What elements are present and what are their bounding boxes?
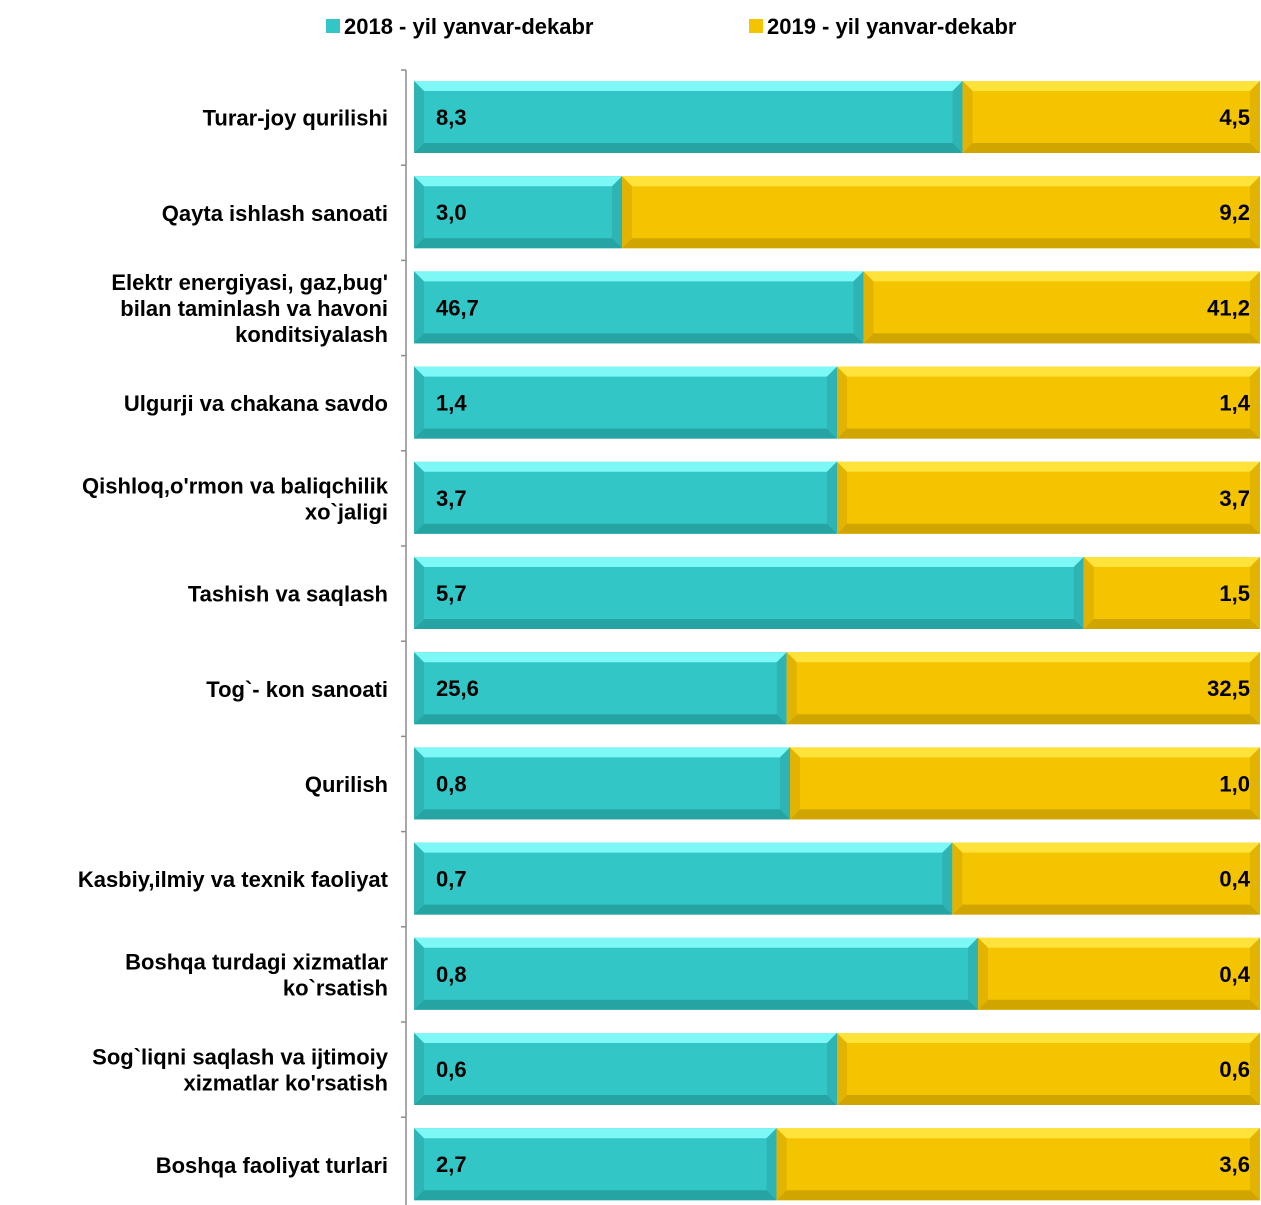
category-label-sog-liqni-saqlash-va-ijtimoiy-xizmatlar-ko-rsatish: Sog`liqni saqlash va ijtimoiy xizmatlar k… [92,1045,389,1096]
bar-2019-ulgurji-va-chakana-savdo [837,366,1260,439]
value-label-2018: 0,6 [436,1057,467,1082]
bar-2019-qishloq-o-rmon-va-baliqchilik-xo-jaligi [837,461,1260,534]
category-label-elektr-energiyasi-gaz-bug-bilan-taminlash-va-havoni-konditsiyalash: Elektr energiyasi, gaz,bug' bilan taminla… [111,270,388,347]
bar-2018-qurilish [414,747,790,820]
bar-2019-boshqa-faoliyat-turlari [776,1128,1260,1201]
bar-2018-boshqa-turdagi-xizmatlar-ko-rsatish [414,937,978,1010]
bar-row-boshqa-faoliyat-turlari: 2,7 3,6 [414,1128,1260,1201]
value-label-2018: 3,7 [436,486,467,511]
category-label-tog-kon-sanoati: Tog`- kon sanoati [206,677,388,702]
bar-row-qishloq-o-rmon-va-baliqchilik-xo-jaligi: 3,7 3,7 [414,461,1260,534]
bar-2018-qayta-ishlash-sanoati [414,176,623,249]
value-label-2019: 3,7 [1219,486,1250,511]
legend-item-2018: 2018 - yil yanvar-dekabr [326,14,594,39]
bar-2018-ulgurji-va-chakana-savdo [414,366,837,439]
bar-row-elektr-energiyasi-gaz-bug-bilan-taminlash-va-havoni-konditsiyalash: 46,7 41,2 [414,271,1260,344]
value-label-2019: 9,2 [1219,200,1250,225]
bar-2019-boshqa-turdagi-xizmatlar-ko-rsatish [978,937,1260,1010]
value-label-2018: 2,7 [436,1152,467,1177]
bar-2019-kasbiy-ilmiy-va-texnik-faoliyat [952,842,1260,915]
bar-row-qayta-ishlash-sanoati: 3,0 9,2 [414,176,1260,249]
value-label-2018: 1,4 [436,391,467,416]
bar-2018-sog-liqni-saqlash-va-ijtimoiy-xizmatlar-ko-rsatish [414,1033,837,1105]
value-label-2019: 1,0 [1219,771,1250,796]
bar-2019-qurilish [790,747,1260,820]
value-label-2018: 25,6 [436,676,479,701]
value-label-2018: 0,8 [436,962,467,987]
value-label-2019: 3,6 [1219,1152,1250,1177]
legend: 2018 - yil yanvar-dekabr 2019 - yil yanv… [326,14,1017,39]
value-label-2019: 1,5 [1219,581,1250,606]
bar-2018-tog-kon-sanoati [414,652,787,725]
bar-row-boshqa-turdagi-xizmatlar-ko-rsatish: 0,8 0,4 [414,937,1260,1010]
bar-row-ulgurji-va-chakana-savdo: 1,4 1,4 [414,366,1260,439]
bar-2018-elektr-energiyasi-gaz-bug-bilan-taminlash-va-havoni-konditsiyalash [414,271,864,344]
value-label-2018: 0,8 [436,771,467,796]
bar-row-tog-kon-sanoati: 25,6 32,5 [414,652,1260,725]
bar-2018-tashish-va-saqlash [414,557,1084,629]
value-label-2019: 1,4 [1219,391,1250,416]
bar-2019-tashish-va-saqlash [1083,557,1260,629]
category-label-qurilish: Qurilish [305,772,388,797]
bars: 8,3 4,5 3,0 9,2 46,7 41,2 1,4 1,4 3,7 3,7 5,7 1,5 25… [414,81,1260,1201]
category-label-boshqa-faoliyat-turlari: Boshqa faoliyat turlari [156,1153,388,1178]
bar-2019-turar-joy-qurilishi [962,81,1260,153]
bar-row-qurilish: 0,8 1,0 [414,747,1260,820]
value-label-2018: 8,3 [436,105,467,130]
value-label-2019: 0,4 [1219,867,1250,892]
value-label-2019: 32,5 [1207,676,1250,701]
bar-2019-tog-kon-sanoati [786,652,1260,725]
legend-label-2018: 2018 - yil yanvar-dekabr [344,14,594,39]
bar-2019-elektr-energiyasi-gaz-bug-bilan-taminlash-va-havoni-konditsiyalash [863,271,1260,344]
value-label-2019: 4,5 [1219,105,1250,130]
bar-row-kasbiy-ilmiy-va-texnik-faoliyat: 0,7 0,4 [414,842,1260,915]
bar-2019-sog-liqni-saqlash-va-ijtimoiy-xizmatlar-ko-rsatish [837,1033,1260,1105]
bar-2019-qayta-ishlash-sanoati [622,176,1260,249]
bar-2018-qishloq-o-rmon-va-baliqchilik-xo-jaligi [414,461,837,534]
bar-row-turar-joy-qurilishi: 8,3 4,5 [414,81,1260,153]
value-label-2018: 5,7 [436,581,467,606]
category-label-boshqa-turdagi-xizmatlar-ko-rsatish: Boshqa turdagi xizmatlar ko`rsatish [125,949,388,1000]
value-label-2019: 0,6 [1219,1057,1250,1082]
bar-row-tashish-va-saqlash: 5,7 1,5 [414,557,1260,629]
legend-label-2019: 2019 - yil yanvar-dekabr [767,14,1017,39]
category-label-tashish-va-saqlash: Tashish va saqlash [188,582,388,607]
category-label-qishloq-o-rmon-va-baliqchilik-xo-jaligi: Qishloq,o'rmon va baliqchilik xo`jaligi [82,473,389,524]
legend-swatch-2018 [326,19,340,33]
value-label-2019: 0,4 [1219,962,1250,987]
value-label-2019: 41,2 [1207,295,1250,320]
bar-row-sog-liqni-saqlash-va-ijtimoiy-xizmatlar-ko-rsatish: 0,6 0,6 [414,1033,1260,1105]
category-labels: Turar-joy qurilishi Qayta ishlash sanoati… [78,106,389,1178]
value-label-2018: 3,0 [436,200,467,225]
category-axis [401,69,407,1205]
bar-2018-turar-joy-qurilishi [414,81,963,153]
category-label-ulgurji-va-chakana-savdo: Ulgurji va chakana savdo [124,391,388,416]
legend-item-2019: 2019 - yil yanvar-dekabr [749,14,1017,39]
value-label-2018: 0,7 [436,867,467,892]
legend-swatch-2019 [749,19,763,33]
category-label-qayta-ishlash-sanoati: Qayta ishlash sanoati [162,201,388,226]
category-label-kasbiy-ilmiy-va-texnik-faoliyat: Kasbiy,ilmiy va texnik faoliyat [78,867,389,892]
category-label-turar-joy-qurilishi: Turar-joy qurilishi [203,106,388,131]
value-label-2018: 46,7 [436,295,479,320]
bar-2018-boshqa-faoliyat-turlari [414,1128,777,1201]
bar-2018-kasbiy-ilmiy-va-texnik-faoliyat [414,842,953,915]
